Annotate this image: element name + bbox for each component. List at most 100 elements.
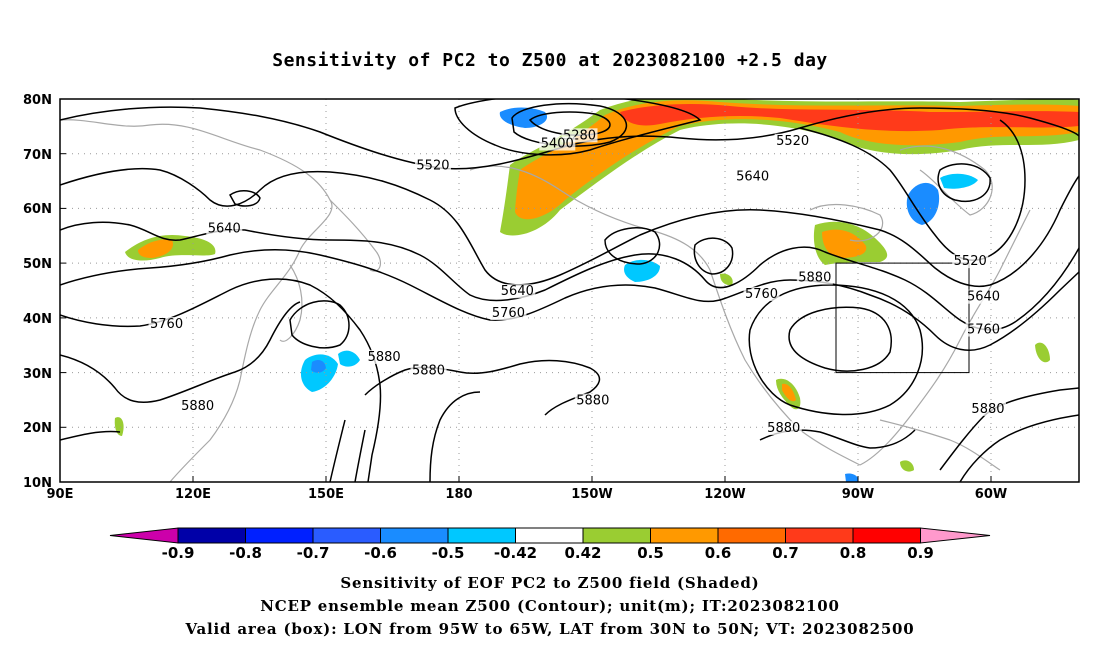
colorbar-low-extension	[109, 527, 179, 544]
coastlines	[60, 119, 1031, 482]
shade-positive-smalla	[114, 417, 124, 436]
contour-5400	[454, 99, 702, 156]
colorbar-tick-label: -0.5	[432, 544, 465, 562]
colorbar-tick-label: 0.42	[564, 544, 601, 562]
colorbar: -0.9 -0.8 -0.7 -0.6 -0.5 -0.42 0.42 0.5 0.6 0.7 0.…	[109, 527, 991, 562]
sensitivity-shading	[114, 99, 1079, 482]
shade-negative-greenland-2	[940, 173, 978, 189]
coast-caribbean	[879, 419, 1001, 471]
shade-positive-canada-orange	[822, 229, 867, 258]
lon-label-180: 180	[445, 487, 472, 502]
contour-label-bg	[743, 286, 780, 301]
contour-label-bg	[965, 322, 1002, 337]
contour-label-bg	[796, 270, 833, 285]
axis-ticks	[60, 98, 992, 482]
caption-contour: NCEP ensemble mean Z500 (Contour); unit(…	[260, 597, 840, 615]
colorbar-segment	[177, 527, 246, 544]
lat-label-10n: 10N	[23, 476, 52, 491]
contour-5520-loop	[937, 163, 991, 202]
lat-label-20n: 20N	[23, 421, 52, 436]
latitude-labels: 80N 70N 60N 50N 40N 30N 20N 10N	[23, 93, 52, 491]
contour-label: 5760	[492, 306, 525, 321]
contour-label: 5880	[798, 271, 831, 286]
contour-5640-a	[60, 167, 1079, 287]
contour-5880-south	[60, 391, 481, 482]
lon-label-120w: 120W	[704, 487, 745, 502]
contour-label: 5760	[745, 287, 778, 302]
contour-5760	[60, 249, 1079, 351]
coast-greenland	[899, 145, 993, 216]
colorbar-segment	[582, 527, 651, 544]
colorbar-tick-label: -0.42	[494, 544, 537, 562]
contour-label: 5640	[736, 169, 769, 184]
lon-label-60w: 60W	[975, 487, 1007, 502]
contour-label: 5880	[576, 394, 609, 409]
colorbar-tick-label: -0.7	[297, 544, 330, 562]
map-frame	[59, 98, 1080, 483]
shade-positive-atlantic	[1035, 342, 1050, 363]
contour-label: 5640	[967, 290, 1000, 305]
contour-label: 5880	[971, 402, 1004, 417]
contour-label-bg	[539, 136, 576, 151]
contour-5880-east2	[959, 414, 1079, 482]
shade-positive-mexico-orange	[782, 383, 796, 402]
shade-negative-arctic	[499, 107, 548, 128]
contour-label-bg	[414, 158, 451, 173]
coast-na-west	[709, 269, 861, 466]
contour-label: 5760	[150, 317, 183, 332]
contour-5640-b	[60, 221, 1079, 331]
contour-label-bg	[965, 289, 1002, 304]
contour-label: 5400	[541, 137, 574, 152]
valid-area-box	[835, 262, 970, 374]
figure-title: Sensitivity of PC2 to Z500 at 2023082100…	[272, 50, 828, 71]
contour-label-bg	[774, 133, 811, 148]
lon-label-120e: 120E	[175, 487, 211, 502]
contour-5880-na-inner	[788, 306, 892, 372]
contour-label-bg	[574, 393, 611, 408]
colorbar-segment	[447, 527, 516, 544]
caption-valid-area: Valid area (box): LON from 95W to 65W, L…	[185, 620, 915, 638]
colorbar-high-extension	[920, 527, 991, 544]
contour-label: 5880	[368, 350, 401, 365]
longitude-labels: 90E 120E 150E 180 150W 120W 90W 60W	[47, 487, 1008, 502]
colorbar-segment	[852, 527, 921, 544]
colorbar-tick-label: 0.6	[705, 544, 732, 562]
contour-label-bg	[206, 221, 243, 236]
contour-label-bg	[969, 401, 1006, 416]
lon-label-90e: 90E	[47, 487, 74, 502]
colorbar-tick-label: 0.9	[907, 544, 934, 562]
colorbar-tick-label: 0.5	[637, 544, 664, 562]
shade-negative-westpac-core	[311, 360, 326, 373]
shade-positive-asia-orange	[138, 239, 174, 258]
colorbar-segment	[312, 527, 381, 544]
contour-5640-loop3	[229, 190, 261, 207]
contour-5880-na-high	[748, 284, 924, 416]
contour-label: 5640	[208, 221, 241, 236]
colorbar-tick-label: -0.9	[162, 544, 195, 562]
contour-5880-west	[60, 301, 301, 403]
contour-label-bg	[765, 421, 802, 436]
contour-5880-east	[939, 387, 1079, 471]
colorbar-segment	[785, 527, 854, 544]
contour-label-bg	[179, 399, 216, 414]
lon-label-90w: 90W	[842, 487, 874, 502]
colorbar-segment	[245, 527, 314, 544]
lat-label-60n: 60N	[23, 202, 52, 217]
contour-label-bg	[952, 254, 989, 269]
contour-label: 5640	[501, 284, 534, 299]
coast-alaska	[469, 165, 711, 271]
contour-5880-central	[364, 359, 601, 416]
contour-label-bg	[490, 306, 527, 321]
contour-label-bg	[499, 284, 536, 299]
coast-na-east	[859, 209, 1031, 466]
lat-label-30n: 30N	[23, 367, 52, 382]
colorbar-tick-label: 0.8	[840, 544, 867, 562]
contour-label: 5880	[181, 399, 214, 414]
contour-5640-loop2	[693, 237, 734, 275]
lat-label-70n: 70N	[23, 148, 52, 163]
coast-japan	[279, 264, 303, 342]
shade-negative-westpac	[300, 354, 338, 392]
